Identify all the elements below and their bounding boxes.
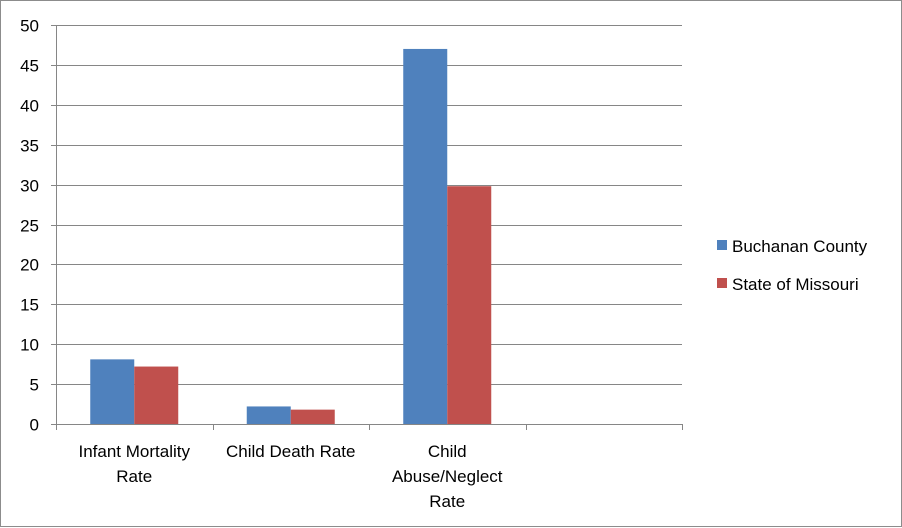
category-label-2-line-1: Abuse/Neglect	[392, 467, 503, 486]
y-tick-label-20: 20	[20, 256, 39, 275]
y-tick-label-25: 25	[20, 217, 39, 236]
legend-swatch-0	[717, 240, 727, 250]
y-tick-label-50: 50	[20, 17, 39, 36]
bars	[90, 48, 492, 424]
bar-state-of-missouri-0	[134, 366, 179, 424]
category-label-2-line-2: Rate	[429, 492, 465, 511]
y-tick-label-45: 45	[20, 57, 39, 76]
bar-state-of-missouri-1	[290, 409, 335, 424]
category-label-0-line-1: Rate	[116, 467, 152, 486]
legend: Buchanan County State of Missouri	[717, 237, 868, 294]
bar-buchanan-county-0	[90, 359, 135, 424]
legend-label-0: Buchanan County	[732, 237, 868, 256]
y-tick-label-0: 0	[30, 416, 39, 435]
legend-swatch-1	[717, 278, 727, 288]
x-axis-category-labels: Infant Mortality Rate Child Death Rate Chil…	[79, 442, 503, 511]
category-label-1-line-0: Child Death Rate	[226, 442, 355, 461]
y-axis-tick-labels: 0 5 10 15 20 25 30 35 40 45 50	[20, 17, 39, 435]
y-tick-label-15: 15	[20, 296, 39, 315]
y-tick-label-5: 5	[30, 376, 39, 395]
y-tick-label-10: 10	[20, 336, 39, 355]
y-tick-label-40: 40	[20, 97, 39, 116]
bar-buchanan-county-2	[403, 48, 448, 424]
legend-label-1: State of Missouri	[732, 275, 859, 294]
category-label-2-line-0: Child	[428, 442, 467, 461]
axes	[51, 25, 683, 430]
bar-buchanan-county-1	[246, 406, 291, 424]
y-tick-label-30: 30	[20, 177, 39, 196]
gridlines	[56, 25, 682, 385]
y-tick-label-35: 35	[20, 137, 39, 156]
bar-state-of-missouri-2	[447, 186, 492, 424]
category-label-0-line-0: Infant Mortality	[79, 442, 191, 461]
